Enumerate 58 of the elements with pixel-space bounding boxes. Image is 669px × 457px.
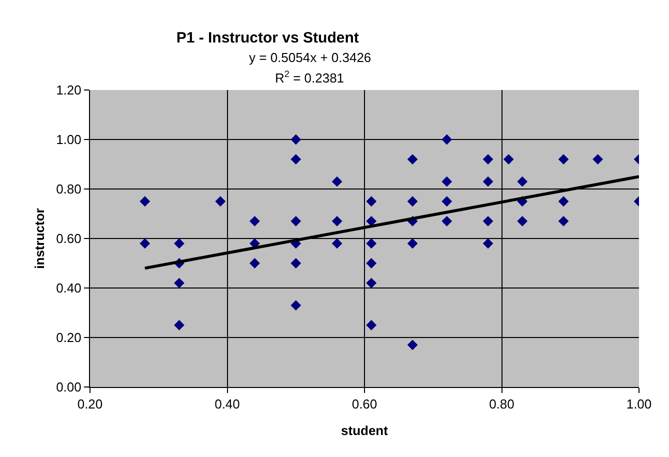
point (482, 216, 494, 226)
y-tick-label: 0.60 (56, 231, 82, 246)
y-tick-label: 0.80 (56, 182, 82, 197)
point (558, 216, 569, 226)
y-tick-label: 0.40 (56, 280, 82, 296)
x-tick-label: 0.60 (352, 396, 378, 412)
point (140, 238, 150, 249)
point (517, 176, 528, 187)
point (366, 320, 377, 330)
x-tick-label: 0.20 (77, 396, 103, 412)
point (407, 154, 418, 164)
point (442, 216, 452, 226)
point (366, 196, 377, 207)
point (558, 154, 569, 164)
x-tick-label: 1.00 (626, 396, 652, 412)
point (407, 238, 418, 249)
point (290, 300, 302, 311)
x-axis-title: student (341, 423, 389, 438)
point (482, 238, 494, 249)
point (332, 216, 342, 226)
y-axis-title: instructor (32, 208, 48, 269)
text: R$^{2}$ = 0.2381 (275, 69, 344, 86)
point (482, 176, 494, 187)
point (290, 216, 302, 226)
y-tick-label: 1.00 (56, 132, 82, 148)
point (442, 196, 452, 207)
point (290, 154, 302, 164)
point (442, 176, 452, 187)
point (290, 134, 302, 145)
point (290, 258, 302, 268)
point (517, 216, 528, 226)
point (482, 154, 494, 164)
point (250, 258, 260, 268)
point (407, 196, 418, 207)
y-tick-label: 0.20 (56, 330, 82, 346)
text: y = 0.5054x + 0.3426 (249, 50, 372, 65)
point (366, 216, 377, 226)
point (407, 340, 418, 350)
point (174, 320, 184, 330)
point (250, 216, 260, 226)
x-tick-label: 0.80 (489, 396, 514, 412)
point (215, 196, 226, 207)
point (558, 196, 569, 207)
chart-title: P1 - Instructor vs Student (176, 29, 359, 46)
point (140, 196, 150, 207)
y-tick-label: 1.20 (56, 82, 82, 98)
point (332, 176, 342, 187)
x-tick-label: 0.40 (214, 396, 240, 412)
point (366, 258, 377, 268)
point (503, 154, 514, 164)
point (174, 238, 184, 249)
y-tick-label: 0.00 (56, 380, 82, 395)
point (366, 238, 377, 249)
point (366, 278, 377, 288)
point (442, 134, 452, 145)
point (592, 154, 604, 164)
point (332, 238, 342, 249)
point (174, 278, 184, 288)
